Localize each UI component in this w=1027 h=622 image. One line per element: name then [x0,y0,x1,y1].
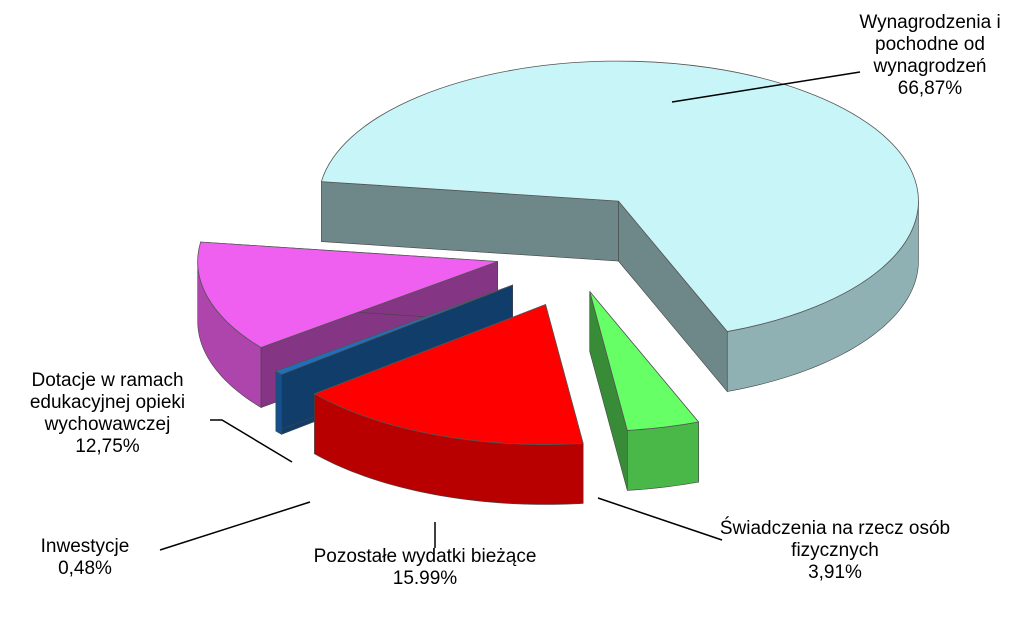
slice-label: Pozostałe wydatki bieżące 15.99% [300,546,550,590]
slice [313,303,584,505]
category-name: Świadczenia na rzecz osób fizycznych [719,518,951,561]
leader-line [159,501,311,551]
slice-top [274,284,513,375]
slice-top [197,241,498,348]
category-name: Dotacje w ramach edukacyjnej opieki wych… [29,370,186,435]
slice-top [320,60,919,332]
slice-label: Świadczenia na rzecz osób fizycznych 3,91… [700,518,970,584]
value-label: 12,75% [75,436,140,457]
slice-label: Dotacje w ramach edukacyjnej opieki wych… [5,370,210,458]
value-label: 3,91% [808,562,862,583]
slice [320,60,919,393]
slice-wall [275,370,282,435]
value-label: 0,48% [58,558,112,579]
category-name: Wynagrodzenia i pochodne od wynagrodzeń [859,12,1001,77]
slice-top [589,291,700,431]
value-label: 15.99% [392,568,458,589]
slice [589,290,700,491]
slice-label: Inwestycje 0,48% [10,536,160,580]
slice-wall [627,421,699,491]
slice-top [313,303,584,445]
leader-line [671,71,861,103]
slice-label: Wynagrodzenia i pochodne od wynagrodzeń 6… [840,12,1020,100]
category-name: Pozostałe wydatki bieżące [313,546,537,567]
value-label: 66,87% [897,78,963,99]
leader-line [210,419,293,463]
category-name: Inwestycje [40,536,130,557]
leader-line [597,497,723,541]
